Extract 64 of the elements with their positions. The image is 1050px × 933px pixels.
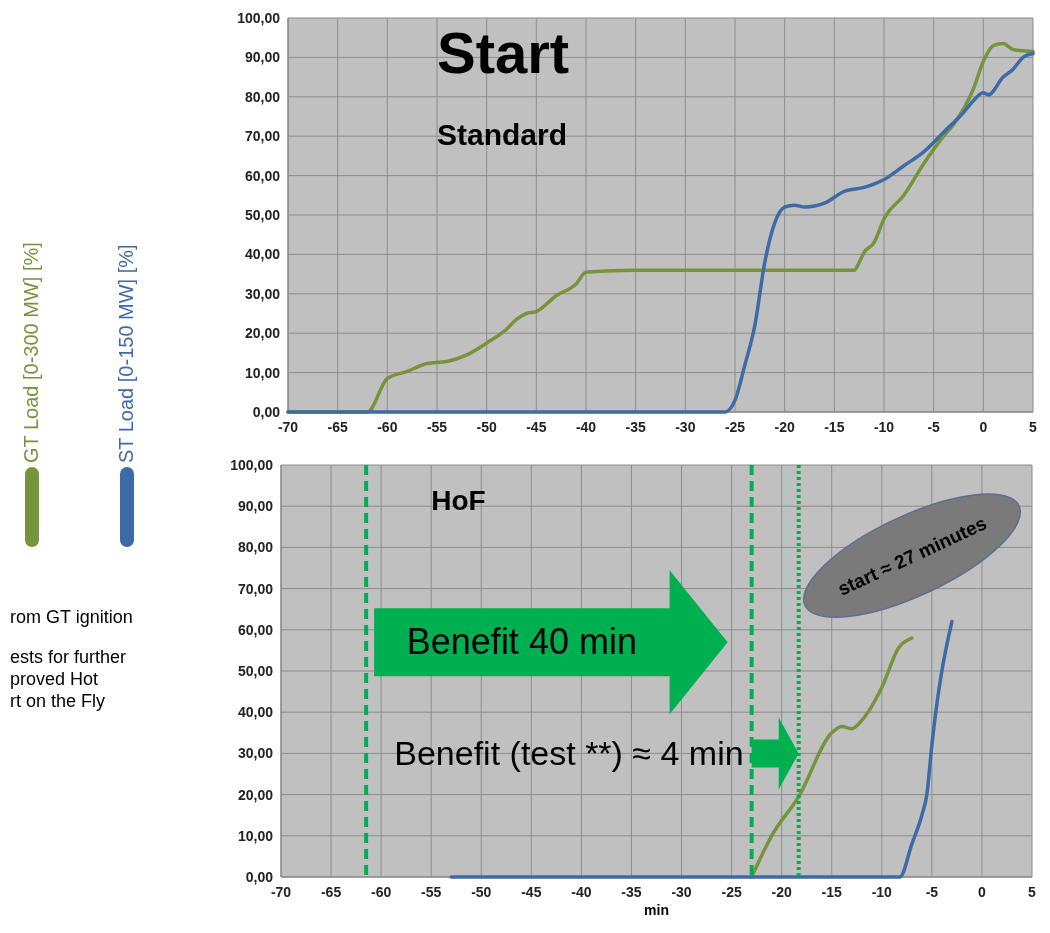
x-tick-label: -45 — [521, 884, 542, 900]
x-tick-label: -10 — [873, 419, 895, 435]
chart-title: Start — [437, 20, 570, 85]
x-tick-label: -50 — [476, 419, 497, 435]
y-tick-label: 60,00 — [244, 167, 281, 184]
x-tick-label: -30 — [671, 884, 692, 900]
x-tick-label: -20 — [774, 419, 795, 435]
x-tick-label: 5 — [1029, 419, 1038, 435]
x-tick-label: -45 — [526, 419, 547, 435]
y-tick-label: 50,00 — [244, 207, 281, 223]
x-tick-label: -65 — [320, 884, 342, 900]
y-tick-label: 10,00 — [237, 827, 274, 844]
x-tick-label: -50 — [471, 884, 492, 900]
y-tick-label: 40,00 — [244, 246, 281, 263]
x-tick-label: -30 — [675, 419, 696, 435]
x-tick-label: -25 — [721, 884, 742, 900]
text: Standard — [437, 118, 568, 151]
annotation: Benefit (test **) ≈ 4 min — [394, 734, 744, 773]
x-tick-label: -60 — [371, 884, 392, 900]
y-tick-label: 90,00 — [237, 498, 274, 515]
x-tick-label: -15 — [821, 884, 843, 900]
x-tick-label: 5 — [1028, 884, 1037, 900]
text: ST Load [0-150 MW] [%] — [115, 244, 137, 463]
x-tick-label: -35 — [621, 884, 642, 900]
x-tick-label: -5 — [925, 884, 939, 900]
x-tick-label: 0 — [979, 419, 988, 435]
y-tick-label: 0,00 — [245, 869, 274, 885]
x-tick-label: -40 — [571, 884, 592, 900]
x-tick-label: -65 — [327, 419, 348, 435]
x-axis-title: min — [644, 902, 669, 918]
x-tick-label: -60 — [377, 419, 398, 435]
text: ests for further proved Hot rt on the Fly — [10, 647, 127, 711]
x-tick-label: -35 — [625, 419, 646, 435]
y-tick-label: 30,00 — [237, 745, 274, 762]
y-tick-label: 10,00 — [244, 364, 281, 381]
text: HoF — [431, 485, 486, 516]
y-tick-label: 0,00 — [252, 404, 281, 420]
y-tick-label: 80,00 — [237, 539, 274, 556]
x-tick-label: -25 — [724, 419, 746, 435]
x-tick-label: -10 — [871, 884, 893, 900]
y-tick-label: 40,00 — [237, 704, 274, 721]
x-tick-label: -55 — [426, 419, 448, 435]
annotation: Benefit 40 min — [406, 621, 637, 663]
y-tick-label: 100,00 — [230, 457, 274, 473]
x-tick-label: -15 — [824, 419, 845, 435]
y-tick-label: 70,00 — [244, 128, 281, 145]
y-tick-label: 100,00 — [237, 10, 281, 26]
x-tick-label: -20 — [771, 884, 792, 900]
x-tick-label: -5 — [927, 419, 941, 435]
y-tick-label: 20,00 — [237, 786, 274, 803]
text: GT Load [0-300 MW] [%] — [20, 242, 42, 463]
y-tick-label: 20,00 — [244, 325, 281, 342]
y-tick-label: 70,00 — [237, 580, 274, 597]
x-tick-label: -70 — [277, 419, 299, 435]
y-tick-label: 80,00 — [244, 88, 281, 105]
y-tick-label: 50,00 — [237, 663, 274, 679]
x-tick-label: -70 — [270, 884, 292, 900]
text: rom GT ignition — [10, 607, 133, 627]
y-tick-label: 30,00 — [244, 285, 281, 302]
y-tick-label: 90,00 — [244, 49, 281, 66]
x-tick-label: 0 — [978, 884, 987, 900]
x-tick-label: -55 — [421, 884, 442, 900]
y-tick-label: 60,00 — [237, 621, 274, 638]
x-tick-label: -40 — [575, 419, 597, 435]
